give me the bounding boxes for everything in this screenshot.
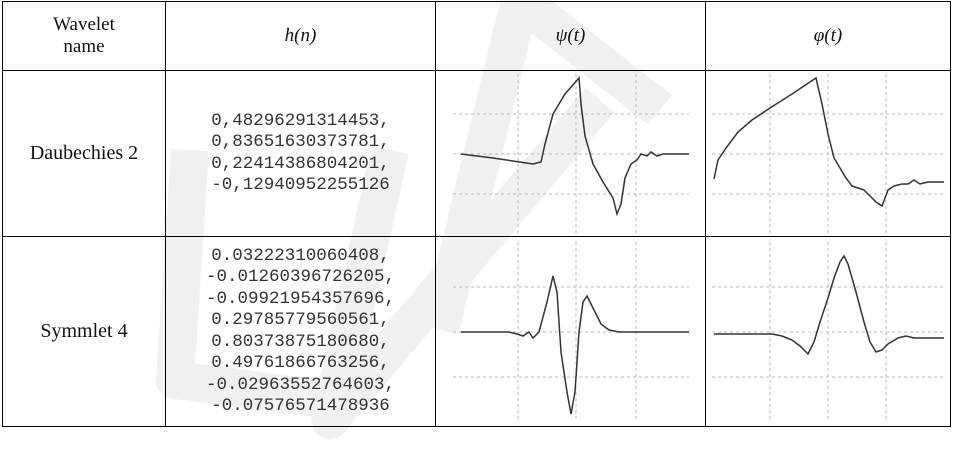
coefficient: -0.07576571478936 [211,396,390,416]
coefficient: -0.01260396726205, [205,267,396,287]
coefficient: 0.49761866763256, [211,353,390,373]
coefficient: 0.80373875180680, [211,331,390,352]
coefficients-cell: 0,48296291314453, 0,83651630373781, 0,22… [165,70,436,237]
symmlet4-phi-plot [712,241,944,422]
daubechies2-psi-plot [452,73,689,234]
phi-plot-cell [705,236,951,427]
daubechies2-phi-plot [712,73,944,234]
table-row-symmlet4: Symmlet 4 0.03222310060408, -0.012603967… [2,236,951,427]
coefficient: 0,22414386804201, [211,153,390,174]
coefficient: -0.09921954357696, [205,288,396,309]
coefficients-cell: 0.03222310060408, -0.01260396726205, -0.… [165,236,436,427]
header-wavelet-name-line1: Wavelet [53,14,115,35]
header-h-n: h(n) [165,1,436,71]
header-phi-t: φ(t) [705,1,951,71]
header-wavelet-name-line2: name [63,36,105,57]
header-wavelet-name: Wavelet name [2,1,166,71]
header-psi-t: ψ(t) [435,1,706,71]
table-row-daubechies2: Daubechies 2 0,48296291314453, 0,8365163… [2,70,951,237]
coefficient: 0.29785779560561, [211,310,390,330]
wavelet-name-cell: Symmlet 4 [2,236,166,427]
coefficient: 0.03222310060408, [211,245,390,266]
coefficient: -0,12940952255126 [211,175,390,195]
psi-plot-cell [435,236,706,427]
coefficient: 0,48296291314453, [211,110,390,131]
table-header-row: Wavelet name h(n) ψ(t) φ(t) [2,1,951,71]
psi-plot-cell [435,70,706,237]
coefficient: 0,83651630373781, [211,132,390,152]
wavelet-name-cell: Daubechies 2 [2,70,166,237]
phi-plot-cell [705,70,951,237]
coefficient: -0.02963552764603, [205,374,396,395]
symmlet4-psi-plot [452,241,689,422]
wavelet-table: Wavelet name h(n) ψ(t) φ(t) Daubechies 2… [2,1,951,427]
